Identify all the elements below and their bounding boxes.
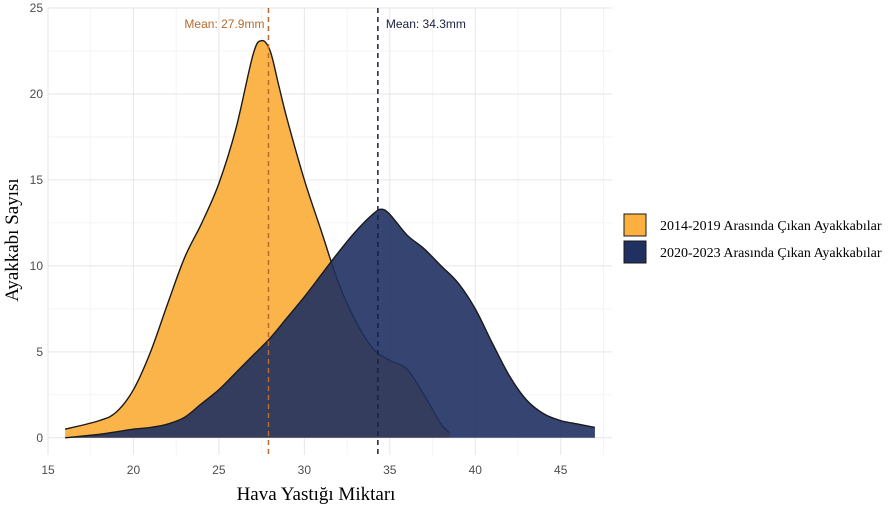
mean-label-2: Mean: 34.3mm [386,17,466,31]
density-area-series-2 [65,209,595,438]
legend-swatch-2 [623,240,647,264]
y-tick-label: 10 [30,259,44,273]
y-tick-label: 20 [30,87,44,101]
legend-swatch-1 [623,213,647,237]
y-tick-label: 15 [30,173,44,187]
x-axis-ticks: 15 20 25 30 35 40 45 [41,463,567,477]
y-axis-label: Ayakkabı Sayısı [2,178,23,301]
x-tick-label: 40 [469,463,483,477]
x-tick-label: 15 [41,463,55,477]
mean-label-1: Mean: 27.9mm [184,17,264,31]
mean-lines: Mean: 27.9mm Mean: 34.3mm [184,8,466,455]
legend-label-1: 2014-2019 Arasında Çıkan Ayakkabılar [660,219,882,234]
y-axis-ticks: 0 5 10 15 20 25 [30,1,44,445]
density-areas [64,39,596,439]
legend-label-2: 2020-2023 Arasında Çıkan Ayakkabılar [660,246,882,261]
x-tick-label: 30 [298,463,312,477]
x-tick-label: 35 [383,463,397,477]
x-tick-label: 45 [554,463,568,477]
legend: 2014-2019 Arasında Çıkan Ayakkabılar 2020… [623,213,882,264]
x-axis-label: Hava Yastığı Miktarı [237,484,396,505]
x-tick-label: 25 [212,463,226,477]
density-outline-series-2 [65,208,596,439]
y-tick-label: 25 [30,1,44,15]
x-tick-label: 20 [127,463,141,477]
y-tick-label: 0 [36,431,43,445]
y-tick-label: 5 [36,345,43,359]
